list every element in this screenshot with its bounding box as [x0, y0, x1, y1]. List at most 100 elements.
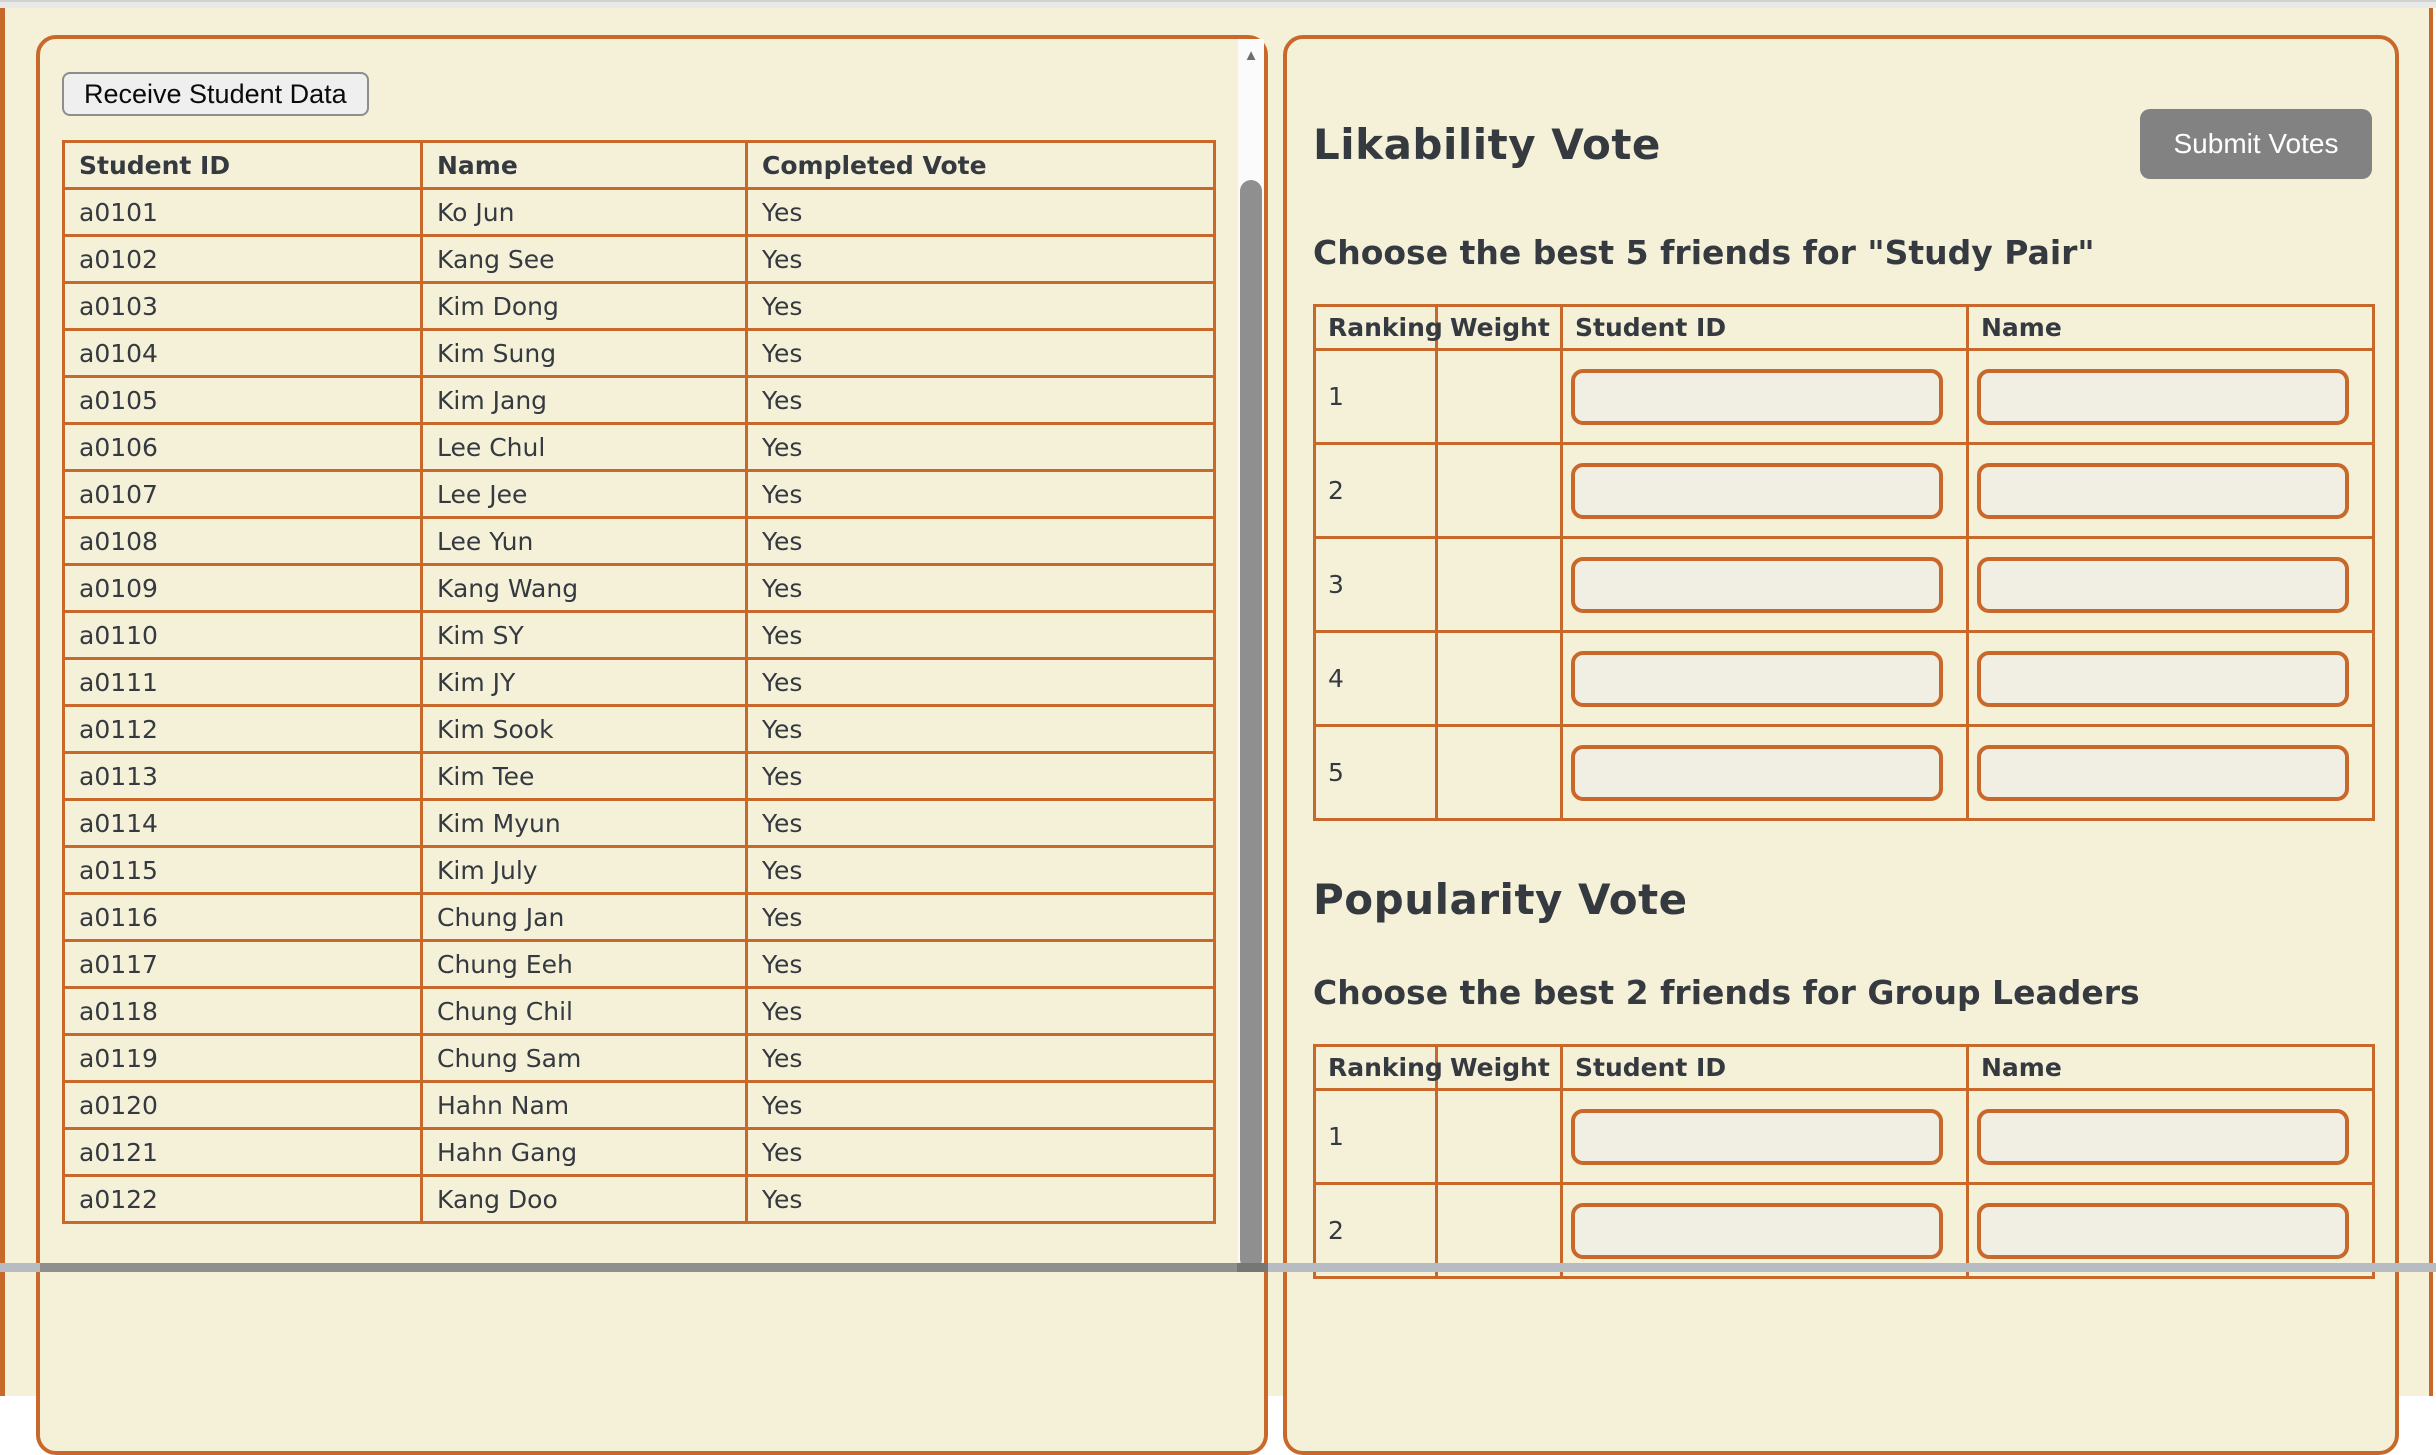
student-name-cell: Kim SY — [420, 610, 748, 660]
horizontal-scrollbar-thumb-left[interactable] — [40, 1263, 1237, 1272]
completed-vote-cell: Yes — [745, 1033, 1216, 1083]
student-id-input-cell — [1560, 630, 1969, 727]
weight-cell — [1435, 348, 1563, 445]
student-id-cell: a0119 — [62, 1033, 423, 1083]
student-table: Student ID Name Completed Vote a0101 Ko … — [62, 140, 1216, 1224]
completed-vote-cell: Yes — [745, 1080, 1216, 1130]
vertical-scrollbar-thumb-bottom[interactable] — [1237, 1263, 1268, 1272]
popularity-table-header-row: Ranking Weight Student ID Name — [1313, 1044, 2375, 1091]
name-input-cell — [1966, 1088, 2375, 1185]
completed-vote-cell: Yes — [745, 845, 1216, 895]
column-header-ranking: Ranking — [1313, 304, 1443, 351]
student-row: a0110 Kim SY Yes — [62, 610, 1216, 660]
student-row: a0106 Lee Chul Yes — [62, 422, 1216, 472]
student-row: a0102 Kang See Yes — [62, 234, 1216, 284]
likability-student-id-input[interactable] — [1571, 462, 1943, 519]
likability-name-input[interactable] — [1977, 462, 2349, 519]
likability-student-id-input[interactable] — [1571, 744, 1943, 801]
likability-student-id-input[interactable] — [1571, 556, 1943, 613]
student-id-input-cell — [1560, 1088, 1969, 1185]
weight-cell — [1435, 1088, 1563, 1185]
student-name-cell: Kim JY — [420, 657, 748, 707]
likability-student-id-input[interactable] — [1571, 650, 1943, 707]
weight-cell — [1435, 1182, 1563, 1279]
student-id-cell: a0120 — [62, 1080, 423, 1130]
student-row: a0103 Kim Dong Yes — [62, 281, 1216, 331]
student-row: a0113 Kim Tee Yes — [62, 751, 1216, 801]
student-name-cell: Kim Jang — [420, 375, 748, 425]
completed-vote-cell: Yes — [745, 234, 1216, 284]
name-input-cell — [1966, 724, 2375, 821]
student-row: a0109 Kang Wang Yes — [62, 563, 1216, 613]
voting-panel: Likability Vote Submit Votes Choose the … — [1283, 35, 2399, 1455]
weight-cell — [1435, 630, 1563, 727]
likability-vote-row: 4 — [1313, 630, 2375, 727]
student-name-cell: Kang Doo — [420, 1174, 748, 1224]
student-name-cell: Hahn Nam — [420, 1080, 748, 1130]
vertical-scrollbar[interactable]: ▲ — [1238, 39, 1264, 1270]
column-header-name: Name — [1966, 304, 2375, 351]
completed-vote-cell: Yes — [745, 939, 1216, 989]
likability-name-input[interactable] — [1977, 556, 2349, 613]
completed-vote-cell: Yes — [745, 892, 1216, 942]
student-id-cell: a0101 — [62, 187, 423, 237]
likability-vote-row: 2 — [1313, 442, 2375, 539]
completed-vote-cell: Yes — [745, 516, 1216, 566]
student-name-cell: Lee Yun — [420, 516, 748, 566]
student-row: a0115 Kim July Yes — [62, 845, 1216, 895]
student-id-cell: a0114 — [62, 798, 423, 848]
student-row: a0104 Kim Sung Yes — [62, 328, 1216, 378]
completed-vote-cell: Yes — [745, 1174, 1216, 1224]
student-row: a0121 Hahn Gang Yes — [62, 1127, 1216, 1177]
student-row: a0118 Chung Chil Yes — [62, 986, 1216, 1036]
student-name-cell: Lee Chul — [420, 422, 748, 472]
column-header-name: Name — [1966, 1044, 2375, 1091]
student-id-cell: a0107 — [62, 469, 423, 519]
submit-votes-button[interactable]: Submit Votes — [2140, 109, 2372, 179]
scroll-up-button[interactable]: ▲ — [1238, 39, 1264, 71]
student-name-cell: Hahn Gang — [420, 1127, 748, 1177]
completed-vote-cell: Yes — [745, 751, 1216, 801]
page-top-edge — [0, 0, 2436, 8]
popularity-name-input[interactable] — [1977, 1202, 2349, 1259]
name-input-cell — [1966, 442, 2375, 539]
popularity-student-id-input[interactable] — [1571, 1202, 1943, 1259]
student-id-cell: a0103 — [62, 281, 423, 331]
student-id-cell: a0115 — [62, 845, 423, 895]
student-id-cell: a0108 — [62, 516, 423, 566]
likability-student-id-input[interactable] — [1571, 368, 1943, 425]
scroll-up-icon: ▲ — [1243, 46, 1259, 64]
popularity-student-id-input[interactable] — [1571, 1108, 1943, 1165]
weight-cell — [1435, 724, 1563, 821]
completed-vote-cell: Yes — [745, 704, 1216, 754]
column-header-weight: Weight — [1435, 304, 1563, 351]
student-id-cell: a0122 — [62, 1174, 423, 1224]
student-row: a0112 Kim Sook Yes — [62, 704, 1216, 754]
popularity-vote-row: 2 — [1313, 1182, 2375, 1279]
student-name-cell: Ko Jun — [420, 187, 748, 237]
student-row: a0101 Ko Jun Yes — [62, 187, 1216, 237]
likability-name-input[interactable] — [1977, 744, 2349, 801]
ranking-cell: 2 — [1313, 442, 1438, 539]
completed-vote-cell: Yes — [745, 469, 1216, 519]
popularity-name-input[interactable] — [1977, 1108, 2349, 1165]
student-id-cell: a0102 — [62, 234, 423, 284]
popularity-title: Popularity Vote — [1313, 875, 1688, 924]
student-name-cell: Kim Tee — [420, 751, 748, 801]
likability-name-input[interactable] — [1977, 650, 2349, 707]
completed-vote-cell: Yes — [745, 187, 1216, 237]
receive-student-data-button[interactable]: Receive Student Data — [62, 72, 369, 116]
student-id-cell: a0117 — [62, 939, 423, 989]
column-header-name: Name — [420, 140, 748, 190]
popularity-subtitle: Choose the best 2 friends for Group Lead… — [1313, 973, 2140, 1012]
student-id-cell: a0105 — [62, 375, 423, 425]
student-name-cell: Chung Eeh — [420, 939, 748, 989]
student-id-cell: a0111 — [62, 657, 423, 707]
likability-name-input[interactable] — [1977, 368, 2349, 425]
likability-subtitle: Choose the best 5 friends for "Study Pai… — [1313, 233, 2095, 272]
column-header-completed-vote: Completed Vote — [745, 140, 1216, 190]
scrollbar-thumb[interactable] — [1240, 180, 1262, 1270]
student-name-cell: Kim Sook — [420, 704, 748, 754]
student-row: a0122 Kang Doo Yes — [62, 1174, 1216, 1224]
popularity-vote-table: Ranking Weight Student ID Name 1 — [1313, 1044, 2375, 1279]
